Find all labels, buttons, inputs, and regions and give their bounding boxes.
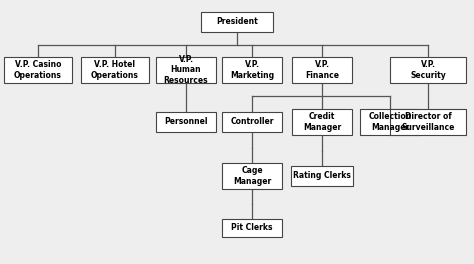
Text: V.P.
Security: V.P. Security <box>410 60 446 80</box>
FancyBboxPatch shape <box>390 57 466 83</box>
FancyBboxPatch shape <box>292 109 352 135</box>
Text: President: President <box>216 17 258 26</box>
Text: Cage
Manager: Cage Manager <box>233 166 271 186</box>
FancyBboxPatch shape <box>156 57 216 83</box>
Text: Collection
Manager: Collection Manager <box>368 112 411 132</box>
Text: V.P.
Human
Resources: V.P. Human Resources <box>164 55 208 85</box>
FancyBboxPatch shape <box>156 112 216 132</box>
FancyBboxPatch shape <box>222 219 282 237</box>
Text: V.P. Casino
Operations: V.P. Casino Operations <box>14 60 62 80</box>
Text: V.P.
Finance: V.P. Finance <box>305 60 339 80</box>
FancyBboxPatch shape <box>222 112 282 132</box>
Text: Controller: Controller <box>230 117 274 126</box>
FancyBboxPatch shape <box>222 163 282 189</box>
Text: Rating Clerks: Rating Clerks <box>293 172 351 181</box>
FancyBboxPatch shape <box>201 12 273 32</box>
Text: Director of
Surveillance: Director of Surveillance <box>401 112 455 132</box>
FancyBboxPatch shape <box>291 166 353 186</box>
Text: Personnel: Personnel <box>164 117 208 126</box>
FancyBboxPatch shape <box>4 57 72 83</box>
FancyBboxPatch shape <box>360 109 420 135</box>
FancyBboxPatch shape <box>292 57 352 83</box>
Text: V.P.
Marketing: V.P. Marketing <box>230 60 274 80</box>
FancyBboxPatch shape <box>81 57 149 83</box>
Text: Pit Clerks: Pit Clerks <box>231 224 273 233</box>
FancyBboxPatch shape <box>222 57 282 83</box>
Text: Credit
Manager: Credit Manager <box>303 112 341 132</box>
FancyBboxPatch shape <box>390 109 466 135</box>
Text: V.P. Hotel
Operations: V.P. Hotel Operations <box>91 60 139 80</box>
